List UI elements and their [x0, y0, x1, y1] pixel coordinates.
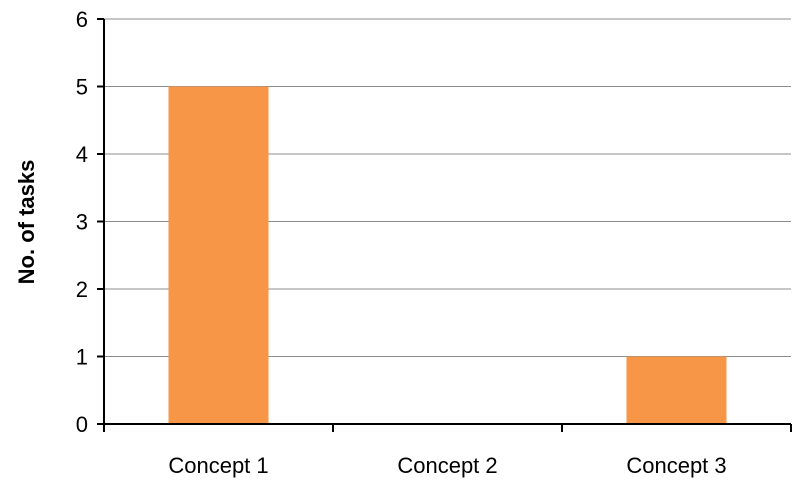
bar-1 — [168, 86, 269, 424]
y-axis-title: No. of tasks — [14, 160, 39, 285]
y-tick-label-6: 6 — [76, 7, 88, 32]
x-tick-label-1: Concept 1 — [168, 453, 268, 478]
bar-3 — [626, 356, 727, 424]
y-tick-label-2: 2 — [76, 277, 88, 302]
y-tick-label-5: 5 — [76, 75, 88, 100]
y-tick-label-1: 1 — [76, 345, 88, 370]
bars — [168, 86, 727, 424]
axes — [97, 18, 792, 432]
y-tick-label-0: 0 — [76, 412, 88, 437]
x-tick-label-2: Concept 2 — [397, 453, 497, 478]
tick-labels: 0 1 2 3 4 5 6 Concept 1 Concept 2 Concept 3 — [76, 7, 727, 478]
x-tick-label-3: Concept 3 — [626, 453, 726, 478]
y-tick-label-3: 3 — [76, 210, 88, 235]
y-tick-label-4: 4 — [76, 142, 88, 167]
